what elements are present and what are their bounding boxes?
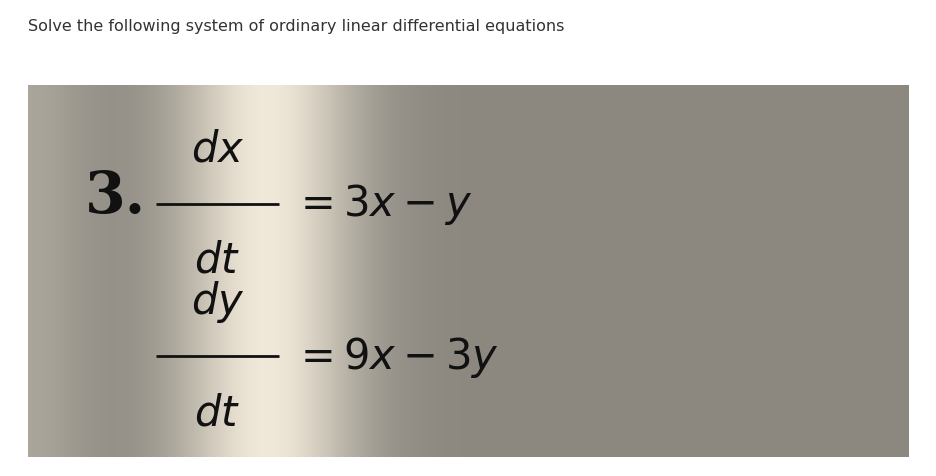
Text: $= 9x - 3y$: $= 9x - 3y$ bbox=[292, 334, 499, 379]
Text: 3.: 3. bbox=[85, 169, 146, 225]
Text: $dx$: $dx$ bbox=[191, 128, 244, 170]
Text: Solve the following system of ordinary linear differential equations: Solve the following system of ordinary l… bbox=[28, 19, 563, 34]
Text: $= 3x - y$: $= 3x - y$ bbox=[292, 182, 473, 227]
Text: $dt$: $dt$ bbox=[195, 239, 241, 281]
Text: $dy$: $dy$ bbox=[191, 278, 244, 324]
Text: $dt$: $dt$ bbox=[195, 391, 241, 433]
